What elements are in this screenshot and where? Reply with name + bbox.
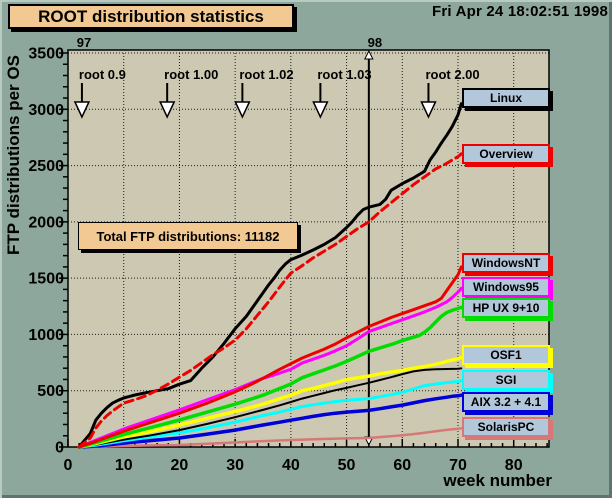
series-line-windows95 (77, 286, 463, 449)
total-distributions-label: Total FTP distributions: 11182 (96, 228, 280, 244)
plot-frame (67, 49, 550, 448)
legend-pave-windows95: Windows95 (462, 277, 550, 297)
svg-text:70: 70 (449, 457, 467, 474)
svg-text:80: 80 (505, 457, 523, 474)
legend-label: Linux (490, 91, 522, 105)
x-axis-title: week number (442, 471, 552, 490)
release-arrow-head (73, 101, 91, 119)
release-marker-root-1-02: root 1.02 (234, 67, 294, 119)
svg-text:0: 0 (55, 440, 64, 457)
series-line-overview (77, 152, 463, 449)
release-label: root 2.00 (425, 67, 479, 82)
series-line-hp-ux-9-10 (77, 305, 464, 449)
title-pave: ROOT distribution statistics (8, 4, 294, 29)
release-label: root 0.9 (79, 67, 126, 82)
axis-ticks (59, 52, 548, 448)
svg-text:2500: 2500 (28, 158, 64, 175)
legend-pave-osf1: OSF1 (462, 345, 550, 365)
series-line-osf1 (77, 355, 464, 449)
year-label-98: 98 (368, 35, 382, 50)
page-title: ROOT distribution statistics (38, 6, 264, 26)
svg-text:1500: 1500 (28, 271, 64, 288)
svg-text:500: 500 (37, 383, 64, 400)
legend-pave-solarispc: SolarisPC (462, 417, 550, 437)
series-line-unlabeled-black (78, 367, 463, 448)
year-label-97: 97 (77, 35, 91, 50)
series-line-windowsnt (77, 265, 463, 449)
legend-pave-windowsnt: WindowsNT (462, 253, 550, 273)
release-marker-root-2-00: root 2.00 (420, 67, 480, 119)
legend-label: WindowsNT (471, 256, 541, 270)
svg-text:1000: 1000 (28, 327, 64, 344)
year-line-top-arrow (364, 49, 374, 60)
legend-label: SolarisPC (477, 420, 535, 434)
release-marker-root-1-00: root 1.00 (158, 67, 218, 119)
legend-pave-sgi: SGI (462, 370, 550, 390)
svg-text:10: 10 (115, 457, 133, 474)
release-label: root 1.02 (239, 67, 293, 82)
legend-pave-overview: Overview (462, 144, 550, 164)
release-arrow-head (312, 101, 329, 119)
svg-text:40: 40 (282, 457, 300, 474)
svg-text:2000: 2000 (28, 214, 64, 231)
svg-text:0: 0 (64, 457, 73, 474)
timestamp: Fri Apr 24 18:02:51 1998 (431, 3, 608, 20)
x-axis-labels: 0 10 20 30 40 50 60 70 80 (64, 457, 523, 474)
svg-text:3500: 3500 (28, 46, 64, 63)
legend-label: SGI (495, 373, 517, 387)
legend-label: AIX 3.2 + 4.1 (470, 395, 542, 409)
svg-text:20: 20 (171, 457, 189, 474)
release-label: root 1.00 (164, 67, 218, 82)
y-axis-labels: 0 500 1000 1500 2000 2500 3000 3500 (28, 46, 64, 457)
release-marker-root-0-9: root 0.9 (73, 67, 126, 119)
release-arrow-head (420, 101, 437, 119)
series-line-linux (77, 102, 463, 449)
total-distributions-pave: Total FTP distributions: 11182 (78, 222, 298, 250)
svg-text:50: 50 (338, 457, 356, 474)
series-line-sgi (77, 379, 463, 449)
series-line-aix-3-2-4-1 (77, 393, 464, 449)
legend-label: HP UX 9+10 (472, 301, 540, 315)
legend-label: Windows95 (473, 280, 539, 294)
legend-pave-hp-ux-9-10: HP UX 9+10 (462, 298, 550, 318)
legend-pave-linux: Linux (462, 88, 550, 108)
legend-pave-aix-3-2-4-1: AIX 3.2 + 4.1 (462, 392, 550, 412)
svg-text:30: 30 (226, 457, 244, 474)
release-label: root 1.03 (317, 67, 371, 82)
release-arrow-head (234, 101, 251, 119)
legend-label: OSF1 (490, 348, 522, 362)
release-marker-root-1-03: root 1.03 (312, 67, 372, 119)
svg-text:3000: 3000 (28, 102, 64, 119)
series-line-solarispc (83, 427, 463, 449)
legend-label: Overview (479, 147, 533, 161)
svg-text:60: 60 (393, 457, 411, 474)
release-arrow-head (158, 101, 176, 119)
y-axis-title: FTP distributions per OS (4, 55, 23, 255)
